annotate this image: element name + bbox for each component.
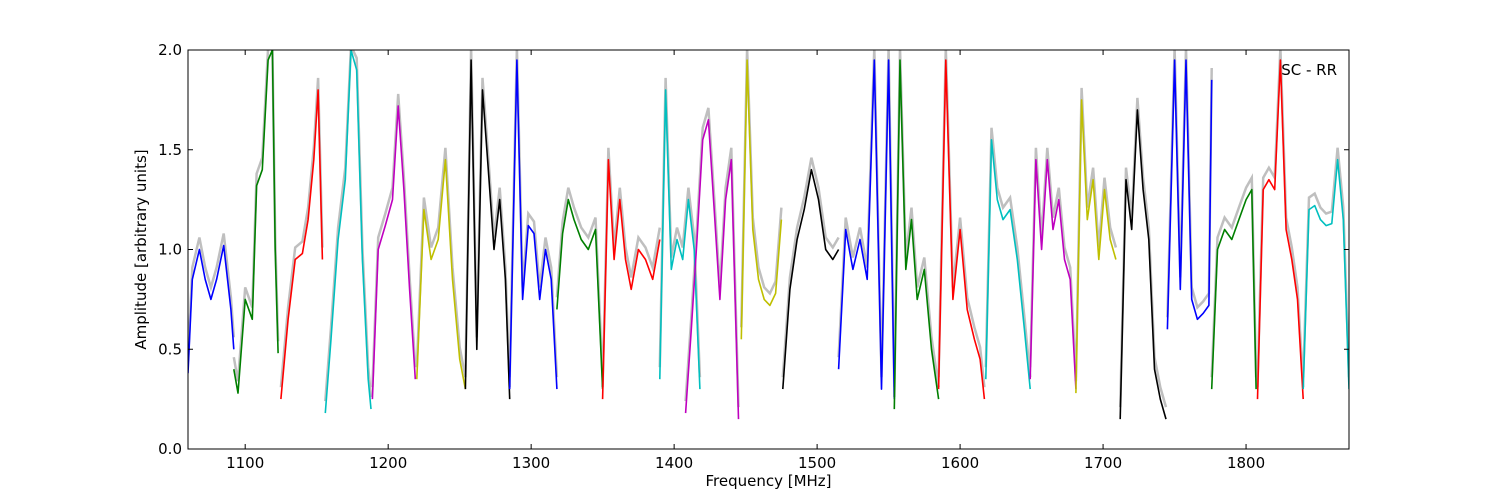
series-line-23 — [1210, 188, 1257, 390]
background-trace-6 — [415, 147, 467, 378]
background-trace-14 — [781, 157, 840, 378]
x-tick-label: 1800 — [1227, 454, 1265, 472]
series-line-6 — [416, 158, 467, 390]
y-tick-label: 1.5 — [158, 141, 182, 159]
x-axis-label: Frequency [MHz] — [705, 472, 831, 490]
series-line-17 — [937, 59, 986, 400]
background-trace-18 — [984, 127, 1032, 378]
background-trace-23 — [1210, 173, 1258, 378]
series-line-3 — [280, 89, 324, 400]
background-trace-21 — [1118, 97, 1168, 408]
background-trace-24 — [1256, 50, 1305, 388]
y-axis: 0.0 0.5 1.0 1.5 2.0 — [158, 41, 1349, 458]
background-trace-25 — [1301, 147, 1349, 378]
y-tick-label: 2.0 — [158, 41, 182, 59]
series-line-18 — [985, 139, 1031, 390]
series-line-11 — [659, 89, 701, 390]
x-axis: 1100 1200 1300 1400 1500 1600 1700 1800 — [226, 50, 1265, 472]
series-line-22 — [1166, 59, 1213, 330]
y-tick-label: 0.0 — [158, 440, 182, 458]
series-line-7 — [464, 59, 511, 400]
series-line-16 — [893, 59, 940, 410]
series-line-15 — [837, 59, 896, 400]
series-line-9 — [556, 198, 604, 390]
annotation-label: SC - RR — [1281, 61, 1337, 79]
series-line-20 — [1075, 99, 1117, 394]
x-tick-label: 1200 — [369, 454, 407, 472]
y-axis-label: Amplitude [arbitrary units] — [132, 149, 150, 349]
series-line-25 — [1302, 158, 1349, 390]
background-trace-1 — [188, 233, 236, 362]
series-line-24 — [1256, 59, 1304, 400]
series-line-10 — [601, 158, 661, 400]
series-line-5 — [371, 105, 417, 400]
y-tick-label: 1.0 — [158, 241, 182, 259]
series-line-19 — [1029, 158, 1077, 390]
x-tick-label: 1400 — [655, 454, 693, 472]
series-line-12 — [684, 119, 740, 420]
series-line-21 — [1119, 109, 1167, 420]
series-line-1 — [188, 244, 235, 374]
x-tick-label: 1100 — [226, 454, 264, 472]
series-line-4 — [324, 50, 372, 414]
y-tick-label: 0.5 — [158, 340, 182, 358]
series-line-8 — [508, 59, 558, 390]
series-line-2 — [233, 50, 279, 394]
x-tick-label: 1600 — [941, 454, 979, 472]
series-line-13 — [740, 59, 783, 340]
background-trace-9 — [555, 187, 604, 378]
x-tick-label: 1300 — [512, 454, 550, 472]
x-tick-label: 1500 — [798, 454, 836, 472]
series-layer — [188, 50, 1349, 420]
x-tick-label: 1700 — [1084, 454, 1122, 472]
series-line-14 — [782, 168, 840, 390]
